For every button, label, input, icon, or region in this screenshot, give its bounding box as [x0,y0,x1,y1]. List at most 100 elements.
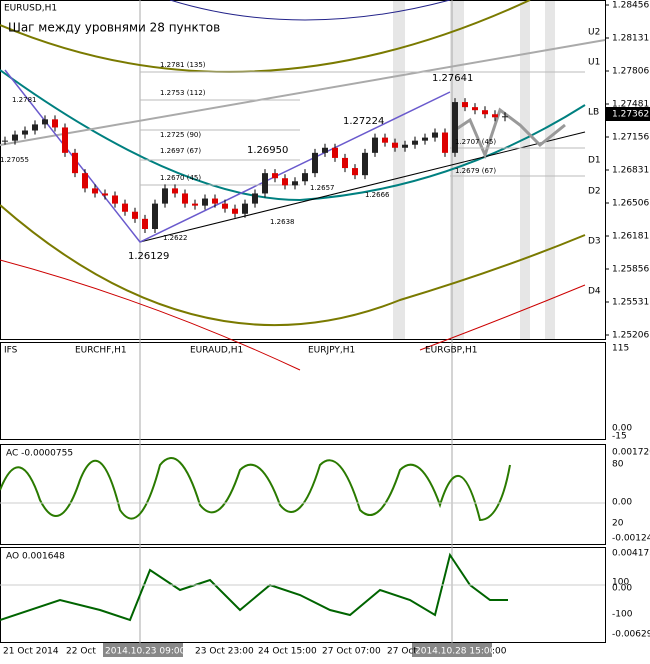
crosshair-time [412,643,492,657]
candle [392,142,398,148]
candle [112,195,118,204]
candle [72,152,78,174]
ac-axis: 80 [612,460,624,470]
annotation: 1.2638 [270,218,295,226]
candle [222,203,228,209]
caption: Шаг между уровнями 28 пунктов [8,21,220,35]
level-lines [140,71,585,186]
candle [442,132,448,153]
time-label: 2014.10.28 15:00 [415,647,496,657]
annotation: 1.2670 (45) [160,174,201,182]
ac-axis: 20 [612,519,624,529]
pair-label: EURJPY,H1 [308,346,355,356]
candle [402,144,408,148]
ac-axis: -0.001248 [612,534,650,544]
time-label: 21 Oct 2014 [3,647,59,657]
panel-label: IFS [4,346,18,356]
price-label: 1.25531 [612,298,649,308]
candle [102,193,108,196]
crosshair-time [103,643,183,657]
price-label: 1.26181 [612,232,649,242]
annotation: 1.26129 [128,251,169,262]
candle [312,152,318,174]
annotation: 1.2657 [310,184,335,192]
annotation: 1.2679 (67) [455,167,496,175]
candle [242,203,248,214]
candle [352,168,358,176]
candle [422,137,428,141]
panel-label: AC -0.0000755 [6,449,73,459]
annotation: 1.27055 [0,156,29,164]
candle [322,147,328,153]
level-label: U1 [588,58,600,68]
candle [482,110,488,115]
annotation: 1.2707 (45) [455,138,496,146]
time-label: 24 Oct 15:00 [258,647,317,657]
candle [292,181,298,186]
candle [232,208,238,214]
candle [452,102,458,153]
candle [502,116,508,118]
candle [382,137,388,143]
candle [302,173,308,182]
level-label: D1 [588,156,601,166]
pair-label: EURAUD,H1 [190,346,243,356]
candle [92,188,98,194]
candle [272,173,278,179]
price-label: 1.27481 [612,100,649,110]
annotation: 1.2666 [365,191,390,199]
annotation: 1.2622 [163,234,188,242]
candle [192,203,198,206]
candle [162,188,168,204]
symbol: EURUSD,H1 [4,4,57,14]
ifs-axis: 115 [612,344,629,354]
candle [282,178,288,186]
candle [12,134,18,141]
candle [472,107,478,111]
ac-axis: 0.00 [612,498,632,508]
pair-label: EURGBP,H1 [425,346,477,356]
ao-axis: 100 [612,578,629,588]
candle [32,124,38,131]
time-label: 2014.10.23 09:00 [105,647,186,657]
annotation: 1.27224 [343,116,384,127]
price-label: 1.27156 [612,133,649,143]
current-price-box [606,107,650,121]
candle [332,147,338,158]
candle [462,102,468,108]
annotation: 1.2781 (135) [160,61,206,69]
level-label: D4 [588,287,601,297]
annotation: 1.26950 [247,145,288,156]
candle [172,188,178,194]
candle [22,130,28,135]
pair-label: EURCHF,H1 [75,346,127,356]
price-label: 1.26506 [612,199,649,209]
ao-axis: 0.00 [612,584,632,594]
candle [122,203,128,212]
price-label: 1.25206 [612,331,649,341]
annotation: 1.2753 (112) [160,89,206,97]
time-label: 22 Oct [66,647,96,657]
time-label: :00 [492,647,507,657]
candle [212,198,218,204]
price-label: 1.25856 [612,265,649,275]
annotation: 1.2697 (67) [160,147,201,155]
candle [62,127,68,153]
oscillator-lines [0,457,605,622]
candle [42,119,48,125]
candle [52,119,58,128]
ifs-axis: -15 [612,432,627,442]
candle [342,157,348,169]
candle [202,198,208,206]
time-label: 27 Oct 07:00 [322,647,381,657]
candle [412,140,418,145]
ao-axis: -100 [612,610,633,620]
channel-lines [0,0,606,371]
panel-label: AO 0.001648 [6,552,65,562]
panel-frames [0,0,606,643]
level-label: D2 [588,187,601,197]
annotation: 1.2781 [12,96,37,104]
candle [262,173,268,194]
candles [2,98,508,233]
